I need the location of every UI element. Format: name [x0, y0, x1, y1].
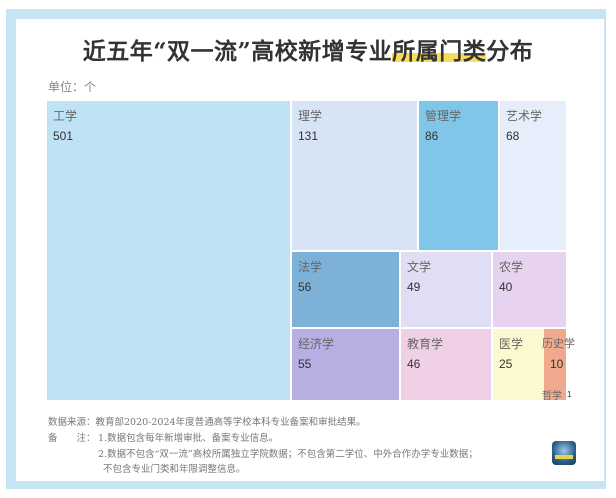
title-highlight: 所属门类: [392, 38, 487, 65]
cell-value: 86: [425, 129, 439, 143]
cell-label: 法学: [298, 260, 323, 274]
remark-label: 备 注：: [48, 433, 96, 444]
source-note: 数据来源：教育部2020-2024年度普通高等学校本科专业备案和审批结果。: [48, 417, 366, 428]
cell-value: 1: [567, 390, 572, 399]
treemap-cell-10: 历史学 10: [542, 329, 575, 395]
cell-value: 25: [499, 357, 513, 371]
cell-value: 68: [506, 129, 520, 143]
cell-label: 文学: [407, 260, 432, 274]
unit-label: 单位：个: [48, 80, 97, 94]
treemap-cell-7: 经济学 55: [292, 329, 399, 400]
title-part: 分布: [486, 38, 534, 65]
cell-value: 55: [298, 357, 312, 371]
news-logo-icon: [552, 441, 576, 465]
cell-value: 131: [298, 129, 319, 143]
remark-3: 不包含专业门类和年限调整信息。: [103, 464, 246, 475]
treemap-cell-2: 管理学 86: [419, 101, 498, 250]
treemap-cell-5: 文学 49: [401, 252, 491, 327]
treemap-cell-0: 工学 501: [47, 101, 290, 400]
cell-label: 医学: [499, 337, 524, 351]
treemap-cell-4: 法学 56: [292, 252, 399, 327]
cell-label: 艺术学: [506, 109, 543, 123]
treemap-cell-3: 艺术学 68: [500, 101, 566, 250]
cell-label: 管理学: [425, 109, 462, 123]
treemap-cell-6: 农学 40: [493, 252, 566, 327]
cell-label: 哲学: [542, 391, 562, 402]
cell-value: 40: [499, 280, 513, 294]
cell-label: 理学: [298, 109, 323, 123]
cell-label: 教育学: [407, 337, 444, 351]
title-part: 近五年“双一流”高校新增专业: [82, 38, 393, 65]
remark-1: 1.数据包含每年新增审批、备案专业信息。: [98, 433, 279, 444]
cell-value: 56: [298, 280, 312, 294]
cell-label: 经济学: [298, 337, 335, 351]
cell-value: 46: [407, 357, 421, 371]
remark-2: 2.数据不包含“双一流”高校所属独立学院数据；不包含第二学位、中外合作办学专业数…: [98, 449, 478, 460]
treemap-cell-11: [544, 395, 566, 400]
cell-label: 农学: [499, 260, 524, 274]
treemap-cell-1: 理学 131: [292, 101, 417, 250]
treemap-cell-9: 医学 25: [493, 329, 544, 400]
treemap-cell-8: 教育学 46: [401, 329, 491, 400]
cell-label: 工学: [53, 109, 78, 123]
cell-value: 49: [407, 280, 421, 294]
cell-label: 历史学: [542, 337, 575, 350]
cell-value: 10: [550, 357, 564, 371]
chart-title: 近五年“双一流”高校新增专业所属门类分布: [0, 32, 616, 66]
cell-value: 501: [53, 129, 74, 143]
